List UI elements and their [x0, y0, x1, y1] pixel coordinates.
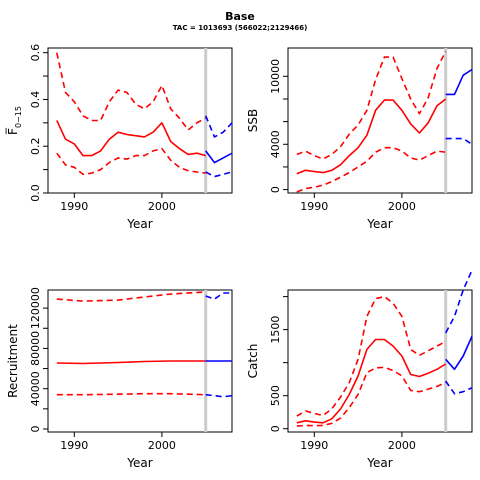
ssb-series-3-line	[445, 68, 473, 96]
recruitment-ytick-label: 40000	[29, 371, 42, 406]
ssb-xtick-label: 2000	[388, 200, 416, 213]
fbar-ytick-label: 0.4	[29, 91, 42, 109]
catch-series-4-line	[444, 269, 473, 334]
recruitment-xtick-label: 2000	[148, 439, 176, 452]
recruitment-series-1-line	[56, 291, 206, 302]
catch-series-1-line	[296, 295, 447, 417]
fbar-xtick-label: 1990	[60, 200, 88, 213]
catch-series-5-line	[445, 380, 473, 395]
ssb-y-axis-label-text: SSB	[246, 109, 260, 132]
fbar-xtick-label: 2000	[148, 200, 176, 213]
catch-plot-frame	[287, 289, 473, 433]
recruitment-ytick-label: 120000	[29, 287, 42, 329]
fbar-series-4-line	[204, 115, 233, 138]
ssb-series-4-line	[445, 137, 473, 145]
fbar-y-axis-label-subscript: 0−15	[14, 106, 23, 128]
recruitment-x-axis-label: Year	[126, 456, 152, 470]
recruitment-ytick-label: 80000	[29, 331, 42, 366]
catch-ytick-label: 0	[269, 425, 282, 432]
figure-subtitle: TAC = 1013693 (566022;2129466)	[173, 24, 308, 32]
recruitment-y-axis-label: Recruitment	[6, 324, 20, 398]
catch-x-axis-label: Year	[366, 456, 392, 470]
catch-series-2-line	[296, 366, 447, 427]
fbar-ytick-label: 0.0	[29, 184, 42, 202]
catch-xtick-label: 2000	[388, 439, 416, 452]
ssb-y-axis-label: SSB	[246, 109, 260, 132]
ssb-ytick-label: 4000	[269, 130, 282, 158]
catch-series-3-line	[445, 335, 473, 371]
ssb-plot-frame	[287, 47, 473, 194]
recruitment-y-axis-label-text: Recruitment	[6, 324, 20, 398]
fbar-ytick-label: 0.6	[29, 44, 42, 62]
recruitment-xtick-label: 1990	[60, 439, 88, 452]
recruitment-series-0-line	[56, 360, 206, 365]
recruitment-series-2-line	[56, 392, 206, 396]
ssb-series-2-line	[296, 146, 446, 193]
catch-ytick-label: 1500	[269, 316, 282, 344]
catch-xtick-label: 1990	[300, 439, 328, 452]
fbar-x-axis-label: Year	[126, 217, 152, 231]
catch-series-0-line	[296, 338, 447, 424]
recruitment-series-4-line	[205, 292, 232, 300]
ssb-series-0-line	[296, 98, 447, 175]
ssb-series-1-line	[296, 51, 447, 160]
ssb-x-axis-label: Year	[366, 217, 392, 231]
catch-y-axis-label: Catch	[246, 344, 260, 379]
fbar-series-0-line	[56, 120, 206, 157]
fbar-series-5-line	[205, 171, 233, 178]
recruitment-ytick-label: 0	[29, 425, 42, 432]
fbar-series-1-line	[56, 52, 207, 131]
ssb-xtick-label: 1990	[300, 200, 328, 213]
fbar-plot-frame	[47, 47, 233, 194]
ssb-ytick-label: 10000	[269, 59, 282, 94]
fbar-series-3-line	[205, 150, 233, 164]
catch-y-axis-label-text: Catch	[246, 344, 260, 379]
ssb-ytick-label: 0	[269, 186, 282, 193]
fbar-ytick-label: 0.2	[29, 137, 42, 155]
figure-title: Base	[225, 10, 255, 23]
catch-ytick-label: 500	[269, 385, 282, 406]
fbar-y-axis-label-text: F̅	[5, 127, 20, 135]
fbar-series-2-line	[56, 147, 206, 176]
recruitment-series-5-line	[205, 393, 233, 398]
fbar-y-axis-label: F̅0−15	[5, 106, 23, 135]
